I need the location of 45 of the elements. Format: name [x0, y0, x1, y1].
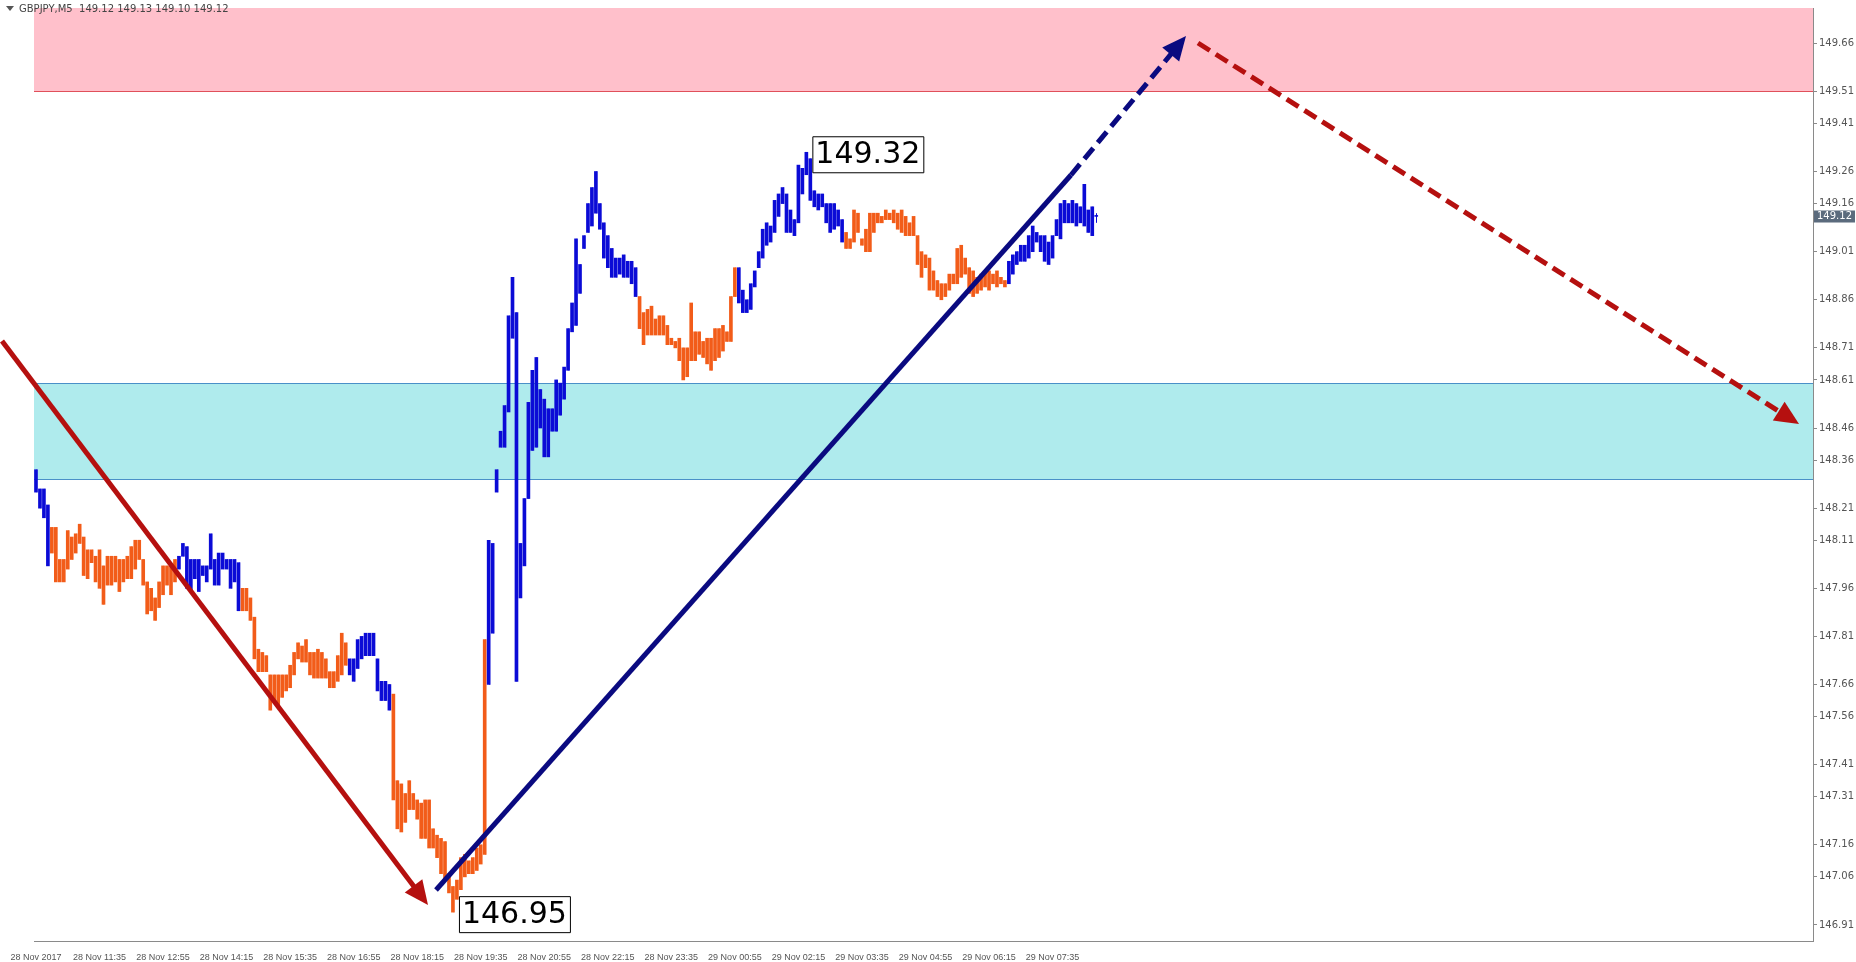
y-tick-label: 147.31 — [1819, 790, 1854, 802]
x-tick-label: 28 Nov 22:15 — [581, 951, 635, 962]
y-tick-label: 147.06 — [1819, 870, 1854, 882]
x-tick-label: 28 Nov 19:35 — [453, 951, 508, 962]
annotation: 146.95 — [461, 894, 567, 930]
y-tick-label: 149.26 — [1819, 165, 1854, 177]
x-tick-label: 28 Nov 14:15 — [199, 951, 254, 962]
y-tick-label: 149.01 — [1819, 245, 1854, 257]
candlestick — [1066, 203, 1071, 224]
y-tick-label: 149.41 — [1819, 117, 1854, 129]
x-tick-label: 29 Nov 06:15 — [962, 951, 1016, 962]
y-tick-label: 148.36 — [1819, 453, 1854, 465]
y-tick-label: 149.51 — [1819, 84, 1854, 96]
y-tick-label: 149.66 — [1819, 36, 1854, 48]
x-tick-label: 28 Nov 15:35 — [263, 951, 317, 962]
y-tick-label: 148.21 — [1819, 501, 1854, 513]
x-tick-label: 28 Nov 12:55 — [136, 951, 190, 962]
chart-title: GBPJPY,M5 149.12 149.13 149.10 149.12 — [19, 3, 229, 14]
x-tick-label: 28 Nov 23:35 — [644, 951, 699, 962]
x-tick-label: 29 Nov 03:35 — [835, 951, 889, 962]
text: 149.12 — [1817, 210, 1852, 221]
x-tick-label: 28 Nov 18:15 — [390, 951, 444, 962]
x-tick-label: 28 Nov 2017 — [10, 951, 62, 962]
y-tick-label: 148.86 — [1819, 293, 1854, 305]
x-tick-label: 29 Nov 04:55 — [898, 951, 953, 962]
annotation: 149.32 — [815, 135, 921, 171]
x-tick-label: 29 Nov 02:15 — [771, 951, 826, 962]
candlestick — [474, 847, 479, 871]
x-tick-label: 28 Nov 20:55 — [517, 951, 572, 962]
x-tick-label: 29 Nov 00:55 — [708, 951, 762, 962]
y-tick-label: 147.16 — [1819, 838, 1854, 850]
x-tick-label: 29 Nov 07:35 — [1025, 951, 1080, 962]
y-tick-label: 148.11 — [1819, 533, 1854, 545]
y-tick-label: 147.96 — [1819, 581, 1854, 593]
y-tick-label: 146.91 — [1819, 918, 1854, 930]
x-tick-label: 28 Nov 16:55 — [326, 951, 381, 962]
y-tick-label: 147.66 — [1819, 678, 1854, 690]
y-tick-label: 149.16 — [1819, 197, 1854, 209]
y-tick-label: 148.46 — [1819, 421, 1854, 433]
y-tick-label: 147.81 — [1819, 630, 1854, 642]
y-tick-label: 147.56 — [1819, 710, 1854, 722]
y-tick-label: 147.41 — [1819, 758, 1854, 770]
y-tick-label: 148.71 — [1819, 341, 1854, 353]
y-tick-label: 148.61 — [1819, 373, 1854, 385]
x-tick-label: 28 Nov 11:35 — [73, 951, 126, 962]
